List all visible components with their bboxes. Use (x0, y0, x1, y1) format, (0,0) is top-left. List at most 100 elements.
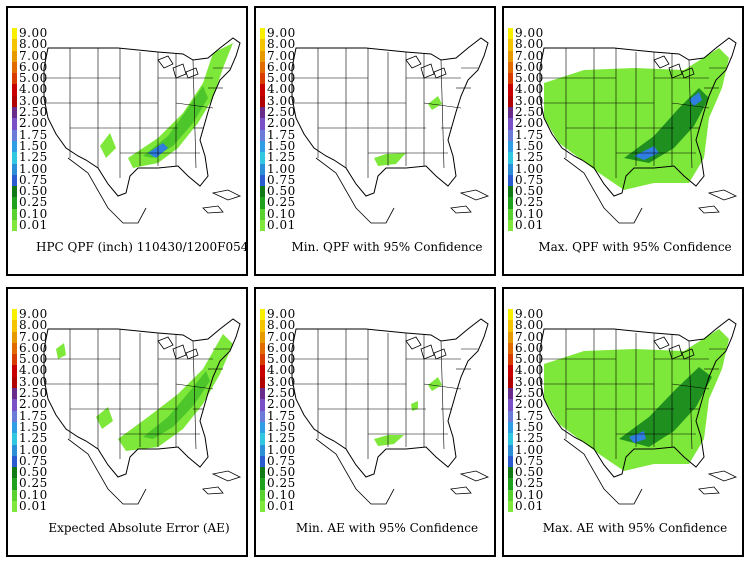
legend-label: 1.00 (19, 161, 48, 176)
legend-entry: 0.10 (260, 489, 300, 502)
legend-swatch (508, 309, 513, 321)
legend-label: 1.75 (515, 127, 544, 142)
legend-entry: 2.50 (260, 387, 300, 400)
legend-swatch (12, 50, 17, 62)
us-outline (291, 37, 489, 197)
legend-entry: 1.25 (12, 150, 52, 165)
legend-label: 0.75 (19, 172, 48, 187)
legend-entry: 1.00 (12, 442, 52, 457)
legend-swatch (12, 444, 17, 456)
legend-label: 7.00 (19, 48, 48, 63)
legend-swatch (260, 39, 265, 51)
legend-swatch (12, 388, 17, 400)
panel-max-ae: 9.00 8.00 7.00 6.00 5.00 4.00 3.00 2.50 2.00 1.75… (502, 287, 744, 557)
legend-swatch (12, 478, 17, 490)
great-lake (681, 67, 695, 79)
great-lake (172, 63, 187, 79)
legend-entry: 0.10 (12, 489, 52, 502)
legend-label: 1.50 (515, 138, 544, 153)
color-legend: 9.00 8.00 7.00 6.00 5.00 4.00 3.00 2.50 2.00 1.75… (260, 27, 300, 232)
legend-entry: 1.25 (260, 432, 300, 445)
legend-swatch (12, 410, 17, 422)
legend-swatch (508, 107, 513, 119)
legend-entry: 7.00 (12, 48, 52, 63)
state-boundary (175, 383, 214, 390)
legend-entry: 0.75 (260, 174, 300, 187)
legend-label: 7.00 (267, 48, 296, 63)
legend-label: 1.00 (19, 442, 48, 457)
legend-entry: 1.50 (12, 419, 52, 434)
legend-swatch (260, 174, 265, 187)
legend-swatch (260, 342, 265, 355)
island (707, 189, 738, 201)
legend-entry: 3.00 (508, 376, 548, 389)
legend-entry: 0.25 (260, 476, 300, 491)
legend-entry: 0.01 (508, 219, 548, 232)
legend-label: 1.50 (19, 138, 48, 153)
legend-entry: 0.75 (12, 455, 52, 468)
precip-map (539, 37, 738, 224)
legend-swatch (260, 95, 265, 108)
legend-swatch (260, 107, 265, 119)
precip-region (100, 133, 116, 158)
legend-entry: 2.00 (508, 116, 548, 131)
legend-entry: 4.00 (508, 364, 548, 377)
legend-entry: 8.00 (508, 38, 548, 51)
legend-entry: 0.75 (508, 455, 548, 468)
legend-label: 1.25 (19, 150, 48, 165)
legend-swatch (260, 444, 265, 456)
legend-swatch (260, 421, 265, 434)
great-lake (653, 336, 670, 350)
island (211, 470, 242, 482)
great-lake (681, 348, 695, 360)
state-boundary (423, 102, 462, 109)
panel-min-qpf: 9.00 8.00 7.00 6.00 5.00 4.00 3.00 2.50 2.00 1.75… (254, 6, 496, 276)
us-outline (539, 318, 737, 478)
legend-swatch (260, 163, 265, 175)
legend-label: 1.50 (19, 419, 48, 434)
precip-region (143, 371, 210, 439)
legend-label: 1.00 (515, 161, 544, 176)
legend-label: 1.25 (19, 431, 48, 446)
legend-entry: 1.75 (260, 410, 300, 422)
legend-swatch (508, 399, 513, 411)
great-lake (157, 55, 174, 69)
precip-region (143, 86, 208, 158)
legend-entry: 0.10 (508, 208, 548, 221)
legend-label: 5.00 (19, 352, 48, 367)
color-legend: 9.00 8.00 7.00 6.00 5.00 4.00 3.00 2.50 2.00 1.75… (12, 27, 52, 232)
legend-entry: 7.00 (508, 331, 548, 343)
legend-swatch (12, 342, 17, 355)
legend-swatch (260, 73, 265, 85)
legend-label: 1.75 (19, 127, 48, 142)
legend-entry: 0.50 (260, 185, 300, 198)
legend-label: 5.00 (515, 71, 544, 86)
precip-region (544, 329, 729, 471)
precip-region (96, 407, 113, 429)
great-lake (433, 67, 447, 79)
legend-label: 2.00 (19, 397, 48, 412)
legend-swatch (12, 354, 17, 366)
legend-label: 9.00 (267, 307, 296, 321)
precip-region (374, 435, 404, 446)
legend-label: 7.00 (267, 329, 296, 344)
legend-entry: 0.25 (508, 477, 548, 490)
island (202, 205, 224, 214)
legend-entry: 3.00 (260, 95, 300, 108)
legend-swatch (12, 118, 17, 130)
legend-entry: 2.50 (12, 387, 52, 400)
legend-swatch (508, 140, 513, 153)
legend-label: 0.25 (267, 476, 296, 491)
precip-region (411, 401, 418, 411)
legend-swatch (508, 410, 513, 422)
legend-swatch (260, 129, 265, 141)
legend-swatch (12, 186, 17, 198)
legend-swatch (260, 320, 265, 332)
legend-entry: 2.50 (508, 387, 548, 400)
legend-entry: 5.00 (508, 353, 548, 366)
legend-label: 2.00 (515, 116, 544, 131)
legend-entry: 0.10 (12, 208, 52, 221)
legend-entry: 7.00 (260, 329, 300, 344)
legend-label: 8.00 (19, 318, 48, 333)
legend-entry: 6.00 (12, 342, 52, 355)
